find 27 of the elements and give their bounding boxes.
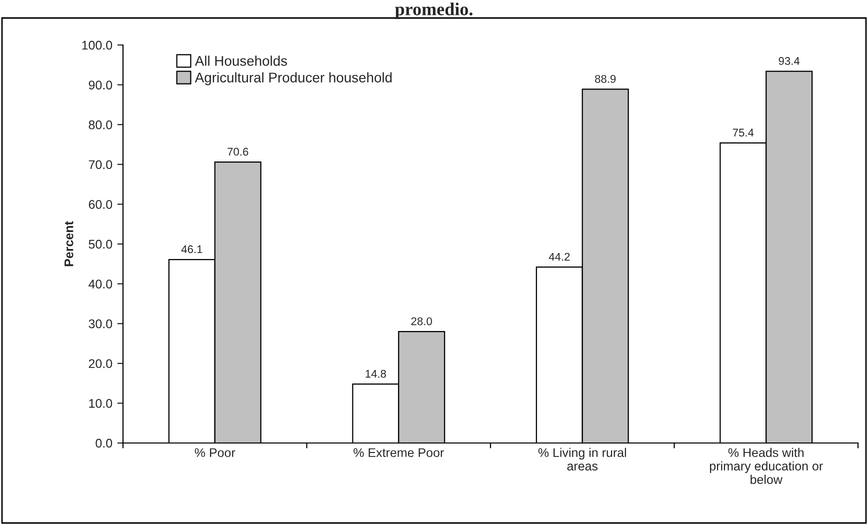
y-tick-label: 40.0	[88, 280, 112, 288]
y-tick-label: 70.0	[88, 160, 112, 170]
text: 14.8	[366, 370, 386, 378]
x-tick-label: % Heads with primary education or below	[710, 448, 823, 484]
chart-title: promedio.	[395, 2, 472, 19]
x-tick-label: % Poor	[194, 448, 236, 458]
y-tick-label: 50.0	[88, 240, 112, 249]
text: 70.6	[228, 148, 248, 156]
x-tick-label: % Living in rural areas	[538, 448, 626, 471]
y-tick-label: 100.0	[82, 40, 112, 50]
y-tick-label: 0.0	[96, 438, 112, 448]
y-tick-label: 80.0	[88, 120, 112, 130]
text: 28.0	[411, 317, 432, 326]
text: 93.4	[778, 57, 800, 65]
legend-label: All Households	[194, 56, 288, 66]
y-tick-label: 30.0	[88, 319, 112, 328]
y-axis-title: Percent	[64, 221, 74, 266]
text: 88.9	[595, 74, 616, 83]
y-tick-label: 10.0	[89, 399, 112, 408]
text: 44.2	[548, 252, 570, 261]
y-tick-label: 20.0	[88, 359, 112, 368]
text: 46.1	[181, 245, 202, 254]
x-tick-label: % Extreme Poor	[354, 448, 444, 458]
y-tick-label: 60.0	[88, 200, 112, 209]
y-tick-label: 90.0	[88, 80, 112, 90]
text: 75.4	[732, 128, 754, 137]
legend-label: Agricultural Producer household	[194, 72, 392, 86]
